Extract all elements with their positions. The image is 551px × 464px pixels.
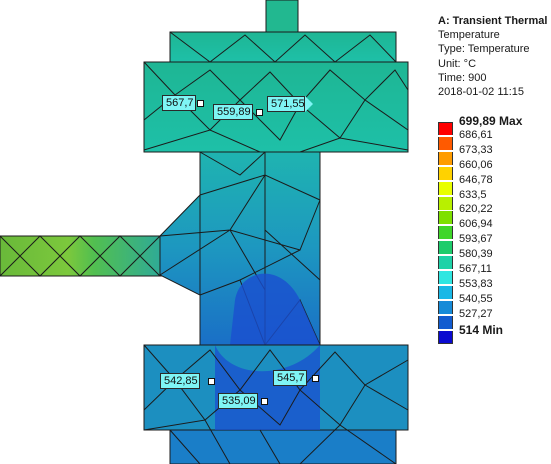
legend-swatch (438, 136, 453, 150)
legend-row: 646,78 (438, 174, 551, 195)
legend-swatch (438, 211, 453, 225)
legend-row: 580,39 (438, 248, 551, 270)
legend-label: 540,55 (459, 292, 493, 305)
legend-swatch (438, 196, 453, 210)
legend-row: 673,33 (438, 144, 551, 165)
legend-row: 606,94 (438, 218, 551, 240)
legend-label: 686,61 (459, 128, 493, 141)
legend-row: 620,22 (438, 203, 551, 225)
side-pipe (0, 235, 171, 277)
result-info-panel: A: Transient Thermal Temperature Type: T… (438, 14, 551, 99)
legend-swatch (438, 181, 453, 195)
probe-pointer (305, 96, 313, 112)
analysis-title: A: Transient Thermal (438, 15, 548, 27)
result-unit: Unit: °C (438, 57, 477, 70)
result-type: Type: Temperature (438, 43, 530, 56)
probe-value: 542,85 (160, 373, 200, 389)
result-time: Time: 900 (438, 71, 487, 84)
probe-value: 571,55 (267, 96, 305, 112)
legend-swatch (438, 300, 453, 314)
probe-value: 545,7 (273, 370, 307, 386)
legend-swatch (438, 271, 453, 284)
bottom-flange (143, 344, 409, 464)
legend-label: 646,78 (459, 173, 493, 186)
legend-label: 633,5 (459, 188, 487, 201)
legend-row: 527,27 (438, 308, 551, 329)
legend-row: 686,61 (438, 129, 551, 150)
legend-label: 567,11 (459, 263, 492, 275)
top-flange (143, 31, 409, 153)
probe-marker (256, 109, 263, 116)
legend-row: 514 Min (438, 323, 551, 344)
legend-label: 673,33 (459, 143, 493, 156)
legend-swatch (438, 256, 453, 270)
probe-value: 535,09 (218, 393, 258, 409)
legend-label: 527,27 (459, 307, 493, 320)
legend-swatch (438, 285, 453, 299)
legend-row: 593,67 (438, 233, 551, 255)
probe-value: 567,7 (162, 95, 196, 111)
probe-value: 559,89 (213, 104, 253, 120)
legend-swatch (438, 122, 453, 135)
legend-row: 567,11 (438, 263, 551, 284)
legend-swatch (438, 226, 453, 240)
probe-marker (197, 100, 204, 107)
probe-marker (312, 375, 319, 382)
legend-label: 553,83 (459, 277, 493, 290)
legend-label: 593,67 (459, 233, 493, 246)
legend-row: 660,06 (438, 159, 551, 180)
legend-label: 580,39 (459, 248, 493, 261)
legend-swatch (438, 166, 453, 180)
probe-marker (208, 378, 215, 385)
legend-label: 514 Min (459, 322, 504, 337)
legend-swatch (438, 151, 453, 165)
legend-row: 699,89 Max (438, 114, 551, 135)
legend-swatch (438, 315, 453, 329)
result-date: 2018-01-02 11:15 (438, 86, 525, 99)
valve-body (159, 151, 321, 347)
legend-swatch (438, 241, 453, 255)
legend-swatch (438, 330, 453, 344)
legend-row: 633,5 (438, 189, 551, 210)
result-name: Temperature (438, 29, 500, 42)
legend-label: 660,06 (459, 158, 493, 171)
legend-label: 606,94 (459, 218, 493, 231)
legend-row: 553,83 (438, 278, 551, 299)
legend-label: 620,22 (459, 203, 493, 216)
probe-marker (261, 398, 268, 405)
legend-row: 540,55 (438, 293, 551, 314)
legend-label: 699,89 Max (459, 114, 523, 128)
